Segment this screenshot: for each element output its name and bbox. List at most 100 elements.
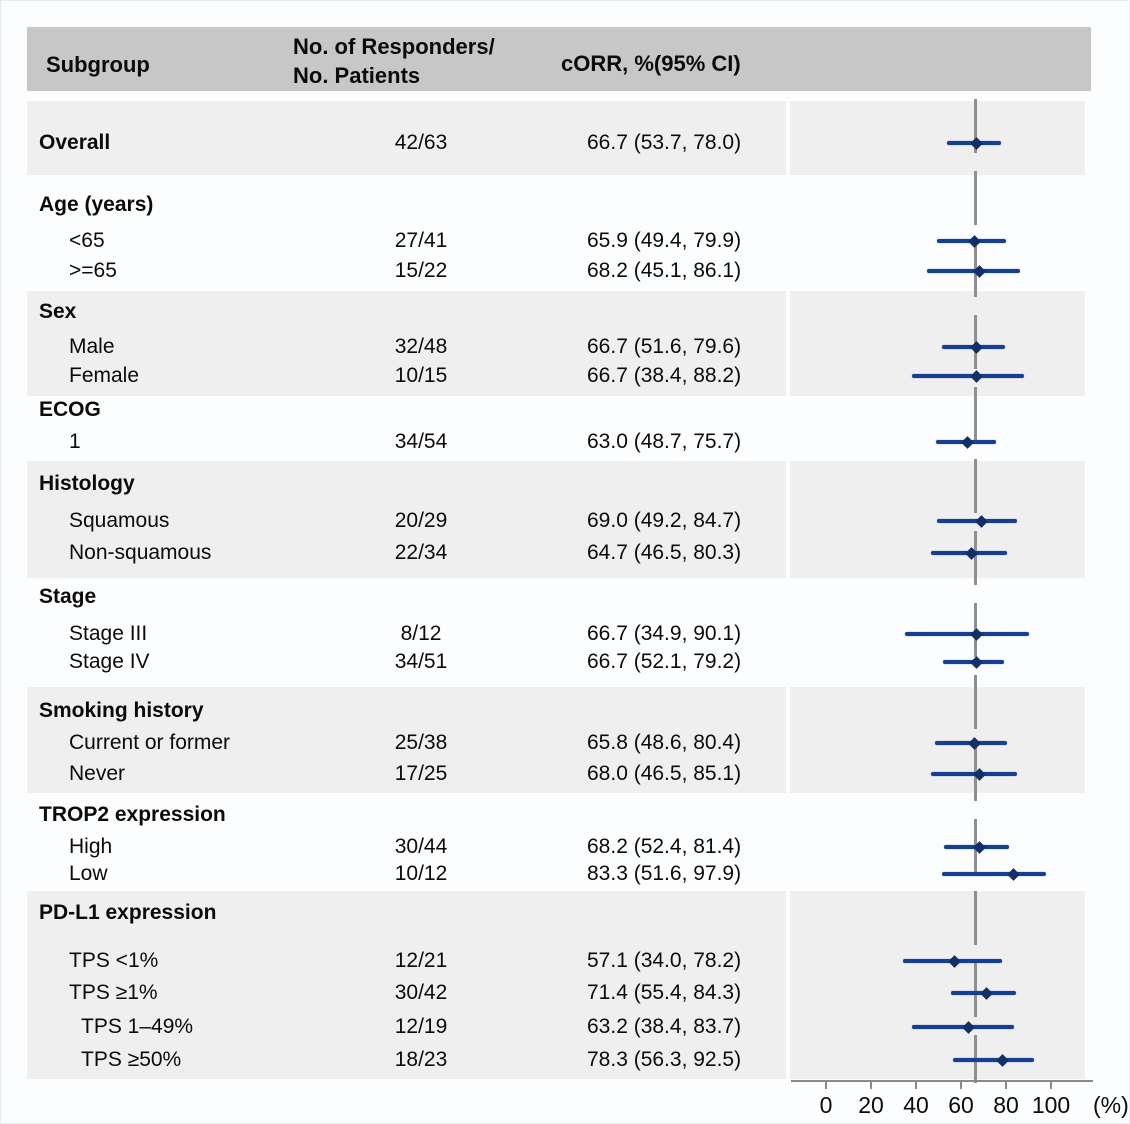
corr-value: 66.7 (53.7, 78.0) (587, 131, 742, 154)
n-value: 12/19 (394, 1015, 448, 1038)
n-value: 30/44 (394, 835, 448, 858)
point-estimate-marker (967, 234, 981, 248)
subgroup-label: TPS <1% (69, 949, 159, 972)
n-value: 15/22 (394, 259, 448, 282)
reference-line (974, 99, 977, 1083)
section-header-label: Smoking history (39, 699, 204, 722)
n-value: 10/15 (394, 364, 448, 387)
point-estimate-marker (969, 627, 983, 641)
subgroup-label: Low (69, 862, 108, 885)
x-axis-line (791, 1080, 1093, 1082)
section-header-label: Sex (39, 300, 77, 323)
corr-value: 83.3 (51.6, 97.9) (587, 862, 742, 885)
subgroup-label: Squamous (69, 509, 170, 532)
section-band-table (27, 687, 786, 793)
corr-value: 68.0 (46.5, 85.1) (587, 762, 742, 785)
corr-value: 78.3 (56.3, 92.5) (587, 1048, 742, 1071)
axis-tick (1050, 1082, 1052, 1089)
corr-value: 68.2 (45.1, 86.1) (587, 259, 742, 282)
section-header-label: ECOG (39, 398, 101, 421)
corr-value: 66.7 (51.6, 79.6) (587, 335, 742, 358)
corr-value: 66.7 (38.4, 88.2) (587, 364, 742, 387)
subgroup-label: Never (69, 762, 126, 785)
corr-value: 71.4 (55.4, 84.3) (587, 981, 742, 1004)
point-estimate-marker (961, 435, 975, 449)
corr-value: 63.2 (38.4, 83.7) (587, 1015, 742, 1038)
subgroup-label: TPS ≥1% (69, 981, 158, 1004)
corr-value: 63.0 (48.7, 75.7) (587, 430, 742, 453)
section-band-table (27, 461, 786, 578)
corr-value: 65.8 (48.6, 80.4) (587, 731, 742, 754)
section-header-label: Age (years) (39, 193, 154, 216)
column-header-subgroup: Subgroup (46, 52, 150, 77)
subgroup-label: >=65 (69, 259, 117, 282)
column-header-responders-line1: No. of Responders/ (293, 34, 495, 59)
n-value: 32/48 (394, 335, 448, 358)
section-header-label: Histology (39, 472, 135, 495)
column-header-responders: No. of Responders/ No. Patients (293, 32, 495, 90)
n-value: 27/41 (394, 229, 448, 252)
axis-tick-label: 0 (819, 1092, 833, 1118)
section-header-label: Stage (39, 585, 97, 608)
n-value: 25/38 (394, 731, 448, 754)
corr-value: 64.7 (46.5, 80.3) (587, 541, 742, 564)
corr-value: 66.7 (52.1, 79.2) (587, 650, 742, 673)
section-header-label: TROP2 expression (39, 803, 226, 826)
subgroup-label: <65 (69, 229, 105, 252)
section-band-plot (790, 291, 1085, 396)
ci-bar (942, 872, 1047, 876)
axis-tick-label: 40 (903, 1092, 929, 1118)
n-value: 22/34 (394, 541, 448, 564)
n-value: 12/21 (394, 949, 448, 972)
section-band-plot (790, 687, 1085, 793)
axis-tick (825, 1082, 827, 1089)
subgroup-label: Non-squamous (69, 541, 212, 564)
axis-tick (1005, 1082, 1007, 1089)
axis-tick-label: 20 (858, 1092, 884, 1118)
corr-value: 57.1 (34.0, 78.2) (587, 949, 742, 972)
axis-tick-label: 100 (1031, 1092, 1071, 1118)
ci-bar (904, 632, 1029, 636)
section-band-table (27, 891, 786, 1079)
subgroup-label: TPS 1–49% (81, 1015, 194, 1038)
n-value: 30/42 (394, 981, 448, 1004)
n-value: 10/12 (394, 862, 448, 885)
corr-value: 66.7 (34.9, 90.1) (587, 622, 742, 645)
n-value: 34/54 (394, 430, 448, 453)
section-band-table (27, 291, 786, 396)
ci-bar (952, 1058, 1035, 1062)
corr-value: 69.0 (49.2, 84.7) (587, 509, 742, 532)
point-estimate-marker (1007, 867, 1020, 881)
x-axis-unit-label: (%) (1093, 1092, 1129, 1118)
axis-tick-label: 60 (948, 1092, 974, 1118)
subgroup-label: TPS ≥50% (81, 1048, 182, 1071)
n-value: 8/12 (400, 622, 442, 645)
point-estimate-marker (969, 655, 983, 669)
column-header-responders-line2: No. Patients (293, 63, 421, 88)
subgroup-label: Stage IV (69, 650, 150, 673)
section-band-table (27, 101, 786, 175)
axis-tick (960, 1082, 962, 1089)
subgroup-label: Overall (39, 131, 111, 154)
section-band-plot (790, 101, 1085, 175)
axis-tick-label: 80 (993, 1092, 1019, 1118)
subgroup-label: 1 (69, 430, 81, 453)
subgroup-label: Female (69, 364, 140, 387)
n-value: 42/63 (394, 131, 448, 154)
subgroup-label: Current or former (69, 731, 231, 754)
n-value: 18/23 (394, 1048, 448, 1071)
n-value: 20/29 (394, 509, 448, 532)
subgroup-label: Male (69, 335, 115, 358)
n-value: 17/25 (394, 762, 448, 785)
n-value: 34/51 (394, 650, 448, 673)
axis-tick (915, 1082, 917, 1089)
ci-bar (912, 374, 1025, 378)
column-header-corr: cORR, %(95% CI) (561, 51, 741, 76)
table-header-band (27, 27, 1091, 91)
subgroup-label: Stage III (69, 622, 148, 645)
section-band-plot (790, 891, 1085, 1079)
axis-tick (870, 1082, 872, 1089)
corr-value: 65.9 (49.4, 79.9) (587, 229, 742, 252)
subgroup-label: High (69, 835, 113, 858)
